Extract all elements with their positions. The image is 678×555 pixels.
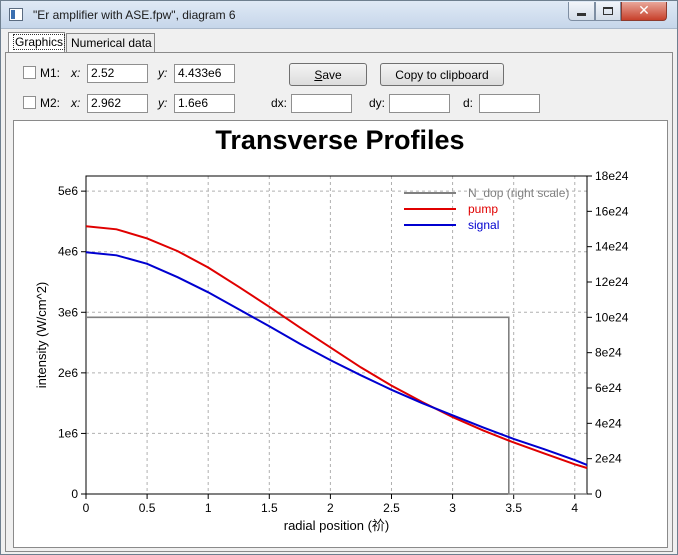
minimize-button[interactable]	[568, 2, 595, 21]
x-tick-label: 1	[205, 501, 212, 515]
plot-border	[85, 175, 588, 495]
x-tick-label: 1.5	[261, 501, 278, 515]
y-tick-label: 4e6	[58, 245, 78, 259]
m1-checkbox[interactable]	[23, 66, 36, 79]
dy-field[interactable]	[389, 94, 450, 113]
close-button[interactable]: ✕	[621, 2, 667, 21]
y-axis-label: intensity (W/cm^2)	[34, 282, 49, 389]
m2-y-label: y:	[158, 96, 168, 110]
x-tick-label: 0	[83, 501, 90, 515]
m2-y-field[interactable]: 1.6e6	[174, 94, 235, 113]
y2-tick-label: 12e24	[595, 275, 629, 289]
m1-x-label: x:	[71, 66, 81, 80]
y2-tick-label: 8e24	[595, 346, 622, 360]
y-tick-label: 3e6	[58, 305, 78, 319]
m1-label: M1:	[40, 66, 61, 80]
series-lines	[85, 225, 588, 495]
chart-svg: Transverse Profiles 0 0.5 1 1.5 2 2.5 3 3.5 4 0 1e…	[34, 125, 629, 533]
d-label: d:	[463, 96, 474, 110]
grid-lines	[86, 176, 587, 494]
m2-label: M2:	[40, 96, 61, 110]
y-tick-label: 0	[71, 487, 78, 501]
legend-label: pump	[468, 202, 498, 216]
y-tick-label: 1e6	[58, 426, 78, 440]
save-button-label: Save	[314, 67, 342, 82]
y2-tick-label: 2e24	[595, 452, 622, 466]
chart-title: Transverse Profiles	[215, 125, 464, 155]
dy-label: dy:	[369, 96, 386, 110]
window-title: "Er amplifier with ASE.fpw", diagram 6	[33, 8, 236, 22]
y2-tick-label: 18e24	[595, 169, 629, 183]
dx-field[interactable]	[291, 94, 352, 113]
plot-area[interactable]: Transverse Profiles 0 0.5 1 1.5 2 2.5 3 3.5 4 0 1e…	[13, 120, 668, 548]
series-line-n_dop	[86, 316, 587, 495]
legend-label: N_dop (right scale)	[468, 186, 569, 200]
tab-numerical-data-label: Numerical data	[71, 36, 152, 50]
m2-x-label: x:	[71, 96, 81, 110]
minimize-icon	[577, 12, 586, 16]
y2-tick-label: 0	[595, 487, 602, 501]
m1-y-field[interactable]: 4.433e6	[174, 64, 235, 83]
tab-numerical-data[interactable]: Numerical data	[66, 33, 155, 52]
d-field[interactable]	[479, 94, 540, 113]
y2-tick-label: 10e24	[595, 310, 629, 324]
series-line-pump	[85, 225, 588, 469]
copy-button-label: Copy to clipboard	[395, 67, 489, 82]
tick-labels: 0 0.5 1 1.5 2 2.5 3 3.5 4 0 1e6 2e6 3e6 4e6 5e6 0 2e24 4e…	[58, 169, 629, 515]
dx-label: dx:	[271, 96, 288, 110]
x-tick-label: 3.5	[505, 501, 522, 515]
y-tick-label: 2e6	[58, 366, 78, 380]
m2-x-field[interactable]: 2.962	[87, 94, 148, 113]
m1-x-field[interactable]: 2.52	[87, 64, 148, 83]
y2-tick-label: 6e24	[595, 381, 622, 395]
y2-tick-label: 4e24	[595, 416, 622, 430]
close-icon: ✕	[638, 3, 650, 19]
legend: N_dop (right scale) pump signal	[404, 186, 569, 232]
tab-graphics-label: Graphics	[13, 34, 66, 50]
tab-graphics[interactable]: Graphics	[8, 32, 66, 52]
copy-to-clipboard-button[interactable]: Copy to clipboard	[380, 63, 504, 86]
x-tick-label: 3	[449, 501, 456, 515]
window-icon[interactable]	[9, 8, 23, 21]
y2-tick-label: 14e24	[595, 240, 629, 254]
x-tick-label: 4	[571, 501, 578, 515]
legend-label: signal	[468, 218, 499, 232]
x-tick-label: 0.5	[139, 501, 156, 515]
x-tick-label: 2	[327, 501, 334, 515]
y-tick-label: 5e6	[58, 184, 78, 198]
x-axis-label: radial position (祄)	[284, 518, 390, 533]
series-line-signal	[85, 251, 588, 466]
maximize-icon	[603, 7, 613, 15]
graphics-panel: M1: x: 2.52 y: 4.433e6 Save Copy to clip…	[5, 52, 673, 552]
maximize-button[interactable]	[595, 2, 621, 21]
m1-y-label: y:	[158, 66, 168, 80]
save-button[interactable]: Save	[289, 63, 367, 86]
title-bar[interactable]: "Er amplifier with ASE.fpw", diagram 6 ✕	[1, 1, 677, 29]
x-tick-label: 2.5	[383, 501, 400, 515]
m2-checkbox[interactable]	[23, 96, 36, 109]
y2-tick-label: 16e24	[595, 204, 629, 218]
